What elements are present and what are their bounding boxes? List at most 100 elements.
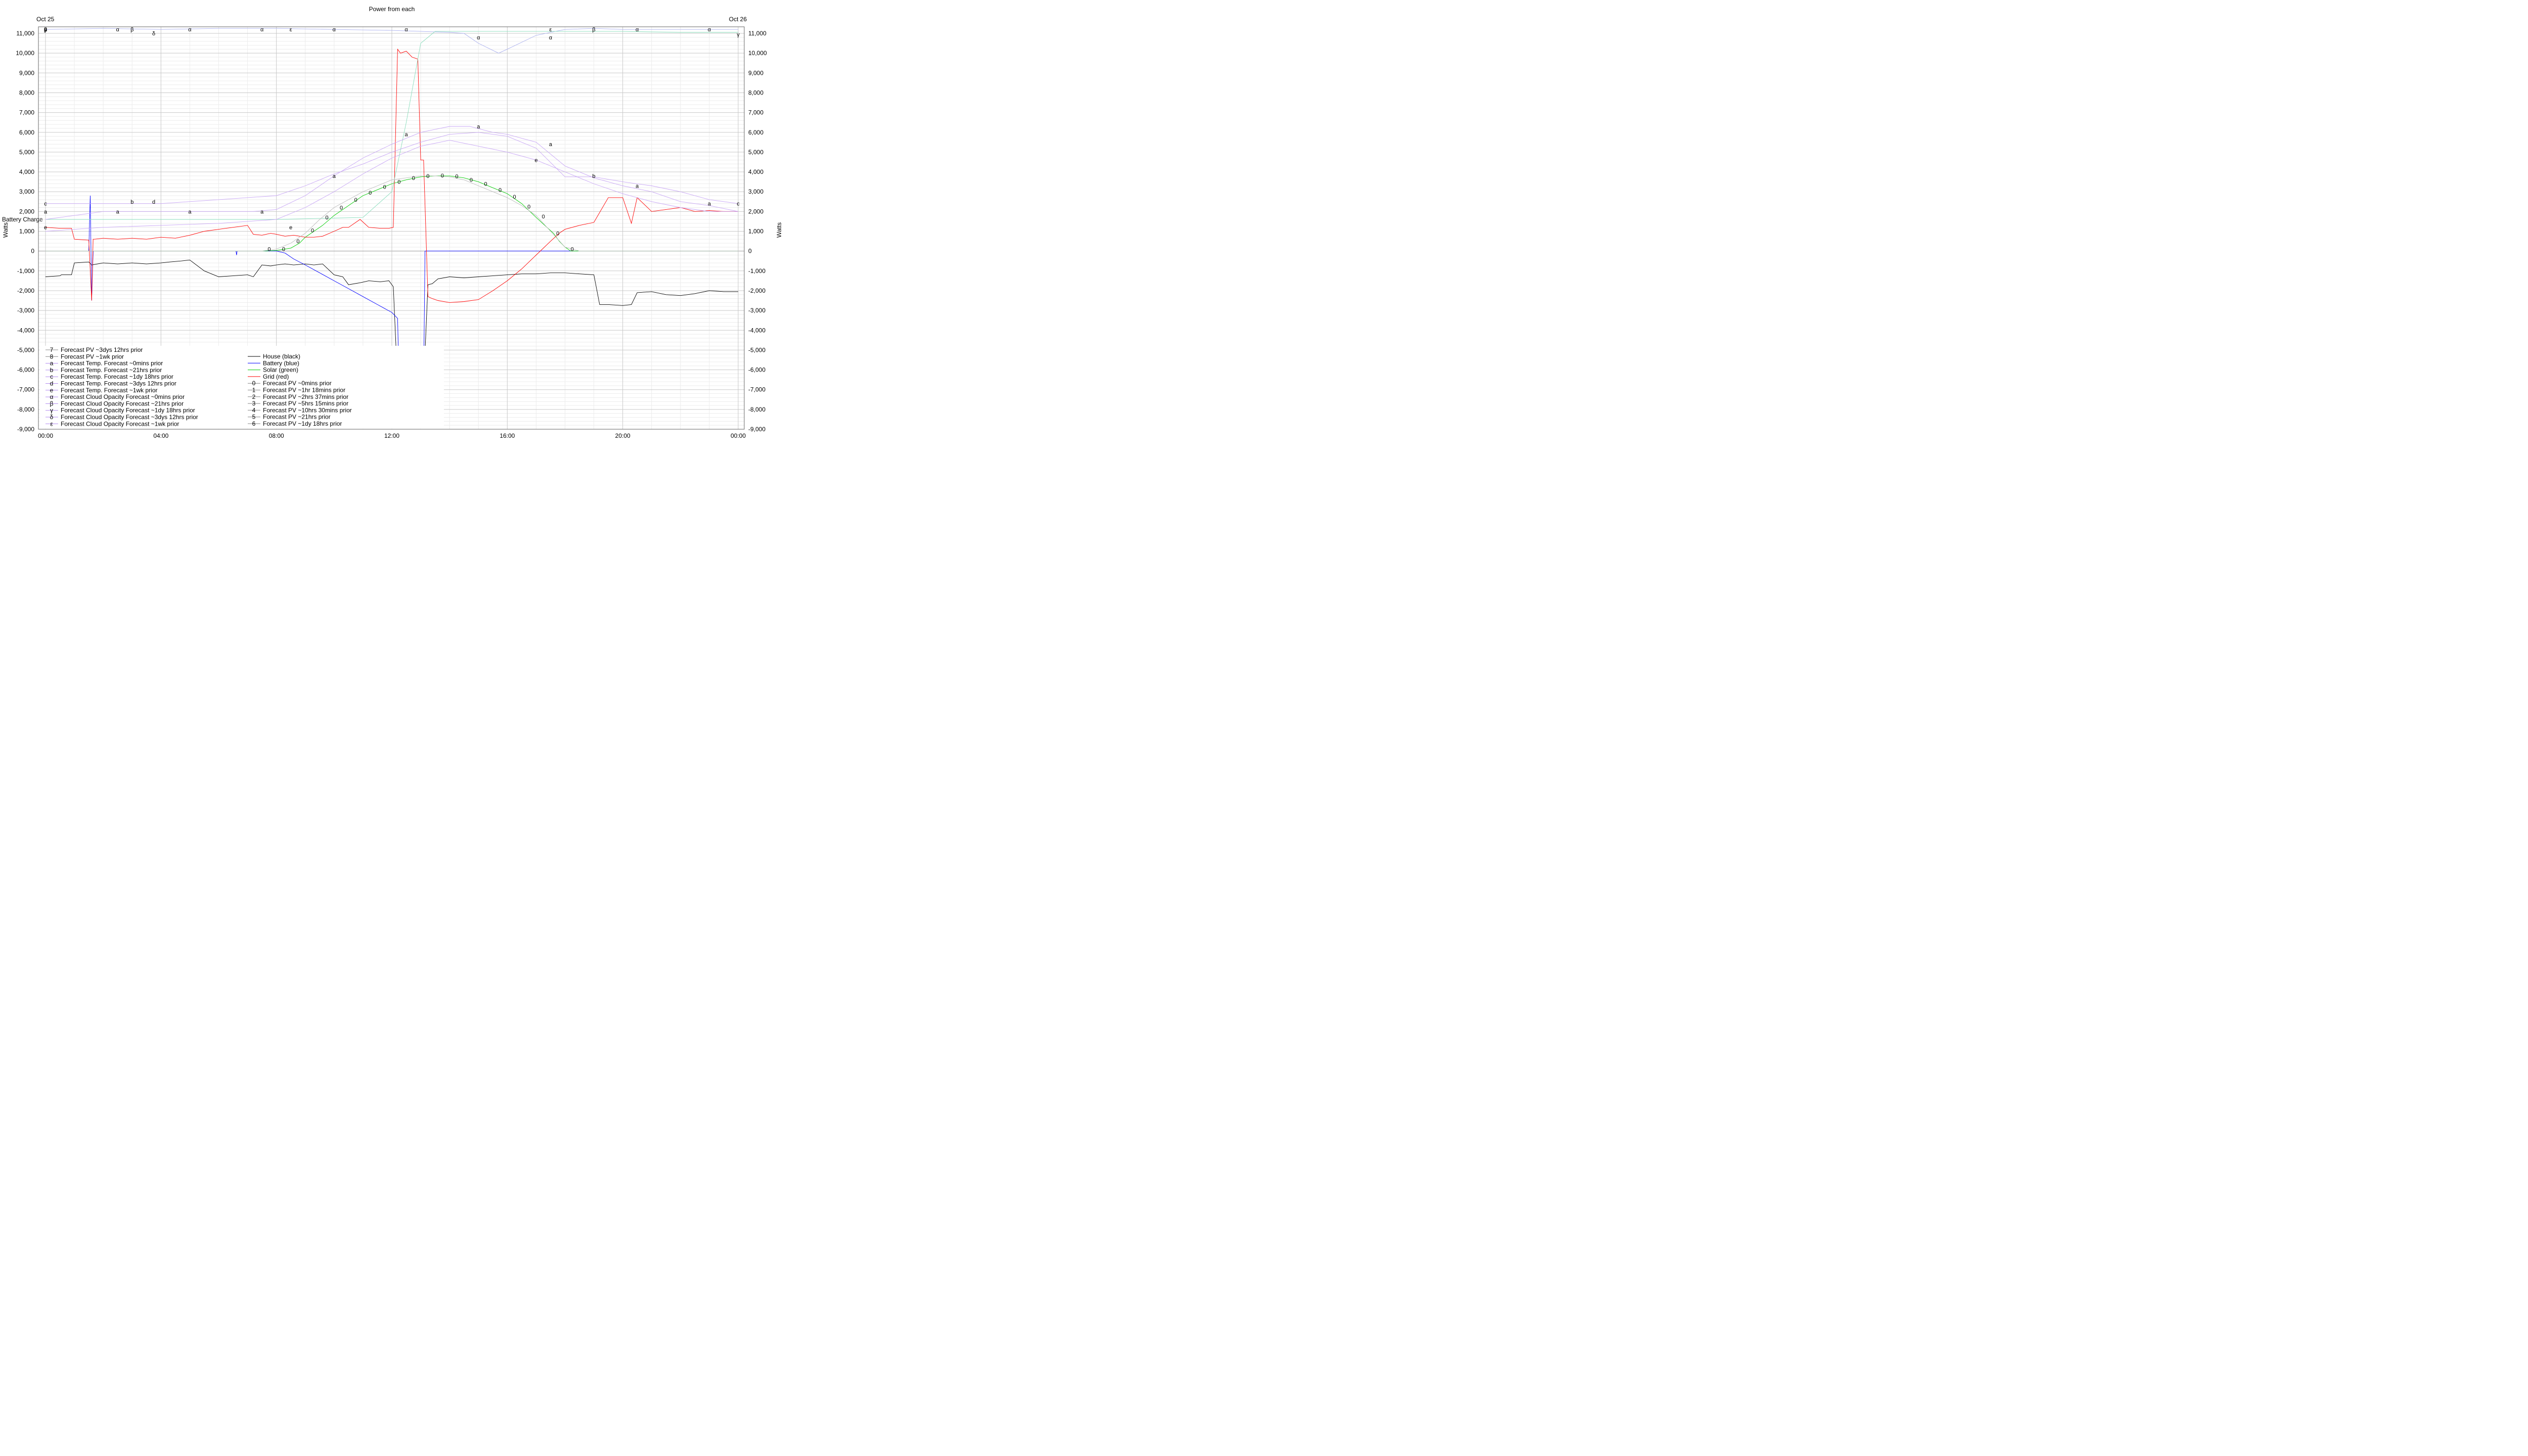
point-marker-label: β [592,27,595,33]
y-tick-label: -4,000 [748,327,765,334]
legend-item: e Forecast Temp. Forecast ~1wk prior [46,387,158,394]
legend-label: Forecast Temp. Forecast ~21hrs prior [61,367,162,374]
legend-item: b Forecast Temp. Forecast ~21hrs prior [46,367,162,374]
y-tick-label: -1,000 [17,267,34,275]
y-tick-label: 8,000 [19,89,34,96]
legend-key: 8 [50,353,54,360]
y-tick-label: -1,000 [748,267,765,275]
x-tick-label: 12:00 [384,432,399,439]
y-tick-label: -3,000 [748,307,765,314]
y-tick-label: -8,000 [748,406,765,413]
legend-label: Forecast PV ~1hr 18mins prior [263,387,345,394]
point-marker-label: δ [152,31,155,37]
y-tick-label: -7,000 [748,386,765,393]
y-tick-label: 9,000 [748,69,763,76]
y-tick-label: 4,000 [748,168,763,175]
legend-label: Forecast PV ~1wk prior [61,353,124,360]
point-marker-label: a [333,173,336,179]
legend-label: Forecast PV ~21hrs prior [263,414,331,421]
point-marker-label: β [44,27,47,33]
point-marker-label: 0 [426,173,429,179]
point-marker-label: a [708,201,711,207]
legend-item: Grid (red) [248,373,289,380]
legend-item: Battery (blue) [248,359,299,367]
y-tick-label: -8,000 [17,406,34,413]
y-tick-label: 1,000 [19,228,34,235]
point-marker-label: 0 [296,239,299,245]
plot-frame [38,26,745,430]
point-marker-label: α [188,27,192,33]
y-tick-label: 4,000 [19,168,34,175]
point-marker-label: 0 [499,187,502,193]
legend-key: 0 [252,380,256,387]
y-tick-label: 5,000 [748,149,763,156]
legend-label: Forecast PV ~10hrs 30mins prior [263,406,352,414]
y-tick-label: 7,000 [19,109,34,116]
y-tick-label: 9,000 [19,69,34,76]
point-marker-label: a [260,209,264,215]
x-tick-label: 04:00 [153,432,168,439]
y-tick-label: -9,000 [17,426,34,433]
legend-item: 2 Forecast PV ~2hrs 37mins prior [248,393,348,400]
point-marker-label: a [477,124,480,130]
point-marker-label: α [549,35,553,41]
y-tick-label: -5,000 [748,346,765,353]
point-marker-label: 0 [556,231,559,237]
y-tick-label: 6,000 [748,129,763,136]
point-marker-label: d [152,199,155,205]
series-lines [45,28,739,386]
legend-label: Forecast Temp. Forecast ~3dys 12hrs prio… [61,380,176,387]
y-tick-labels-right: 11,000 10,000 9,000 8,000 7,000 6,000 5,000 4,0… [748,30,767,433]
point-marker-label: γ [737,32,740,38]
y-tick-label: -6,000 [17,367,34,374]
point-marker-label: α [708,27,711,33]
point-marker-label: 0 [311,228,314,234]
y-tick-label: 2,000 [19,208,34,215]
legend-item: 8 Forecast PV ~1wk prior [46,353,124,360]
x-tick-label: 08:00 [269,432,284,439]
point-marker-label: α [116,27,120,33]
legend-label: House (black) [263,353,300,360]
legend-label: Forecast Temp. Forecast ~1dy 18hrs prior [61,373,173,380]
legend-label: Forecast PV ~1dy 18hrs prior [263,420,342,427]
point-marker-label: a [636,183,639,189]
series-forecast-temp-forecast-1wk-prior [45,140,738,232]
point-marker-label: ε [550,27,552,33]
legend-label: Forecast PV ~2hrs 37mins prior [263,393,348,400]
x-tick-labels: 00:00 04:00 08:00 12:00 16:00 20:00 00:00 [38,432,746,439]
point-marker-label: α [636,27,639,33]
legend-key: 6 [252,420,256,427]
point-marker-label: 0 [412,175,415,181]
legend-item: 5 Forecast PV ~21hrs prior [248,414,331,421]
point-marker-label: 0 [542,214,545,220]
legend-item: c Forecast Temp. Forecast ~1dy 18hrs prio… [46,373,173,380]
legend-label: Forecast Cloud Opacity Forecast ~0mins p… [61,393,185,400]
point-marker-label: β [130,27,133,33]
legend-label: Forecast PV ~5hrs 15mins prior [263,400,348,407]
series-forecast-temp-forecast-21hrs-prior [46,132,739,204]
y-tick-label: 6,000 [19,129,34,136]
y-tick-label: 3,000 [748,188,763,195]
y-axis-label-left: Watts [2,222,9,238]
point-marker-label: e [289,225,292,231]
legend-label: Forecast Temp. Forecast ~0mins prior [61,360,163,367]
legend-item: 4 Forecast PV ~10hrs 30mins prior [248,406,352,414]
legend-label: Forecast Cloud Opacity Forecast ~1dy 18h… [61,407,195,414]
legend-label: Forecast PV ~0mins prior [263,380,332,387]
point-marker-label: 0 [383,184,386,190]
series-house-black [45,259,738,386]
legend-label: Solar (green) [263,367,298,374]
y-tick-label: 3,000 [19,188,34,195]
legend-key: γ [50,407,53,414]
point-marker-label: α [333,27,336,33]
legend-item: α Forecast Cloud Opacity Forecast ~0mins … [46,393,185,400]
legend-key: b [50,367,54,374]
point-marker-label: α [404,27,408,33]
legend-label: Forecast Temp. Forecast ~1wk prior [61,387,158,394]
legend-item: ε Forecast Cloud Opacity Forecast ~1wk pr… [46,420,179,427]
point-marker-label: a [116,209,120,215]
legend-item: γ Forecast Cloud Opacity Forecast ~1dy 18… [46,407,195,414]
legend-item: a Forecast Temp. Forecast ~0mins prior [46,360,163,367]
point-marker-label: 0 [441,173,444,179]
legend-label: Forecast PV ~3dys 12hrs prior [61,346,143,353]
